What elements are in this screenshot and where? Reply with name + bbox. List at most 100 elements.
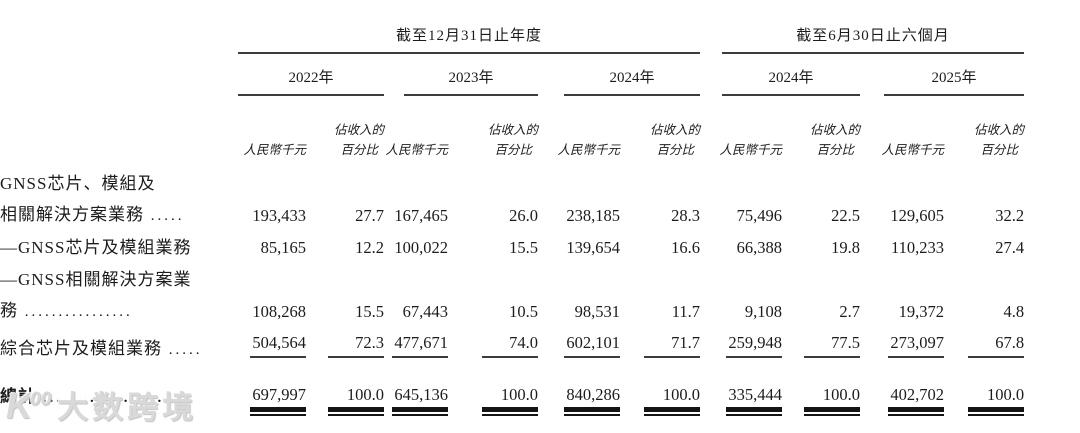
year-header-2022: 2022年 [238, 54, 384, 96]
value-cell: 72.3 [306, 320, 384, 358]
row-label: —GNSS芯片及模組業務 [0, 238, 192, 257]
period-title-interim: 截至6月30日止六個月 [796, 28, 950, 44]
value-cell: 67.8 [944, 320, 1025, 358]
value-cell: 74.0 [448, 320, 538, 358]
watermark-brand-text: 大数跨境 [57, 390, 198, 425]
value-cell: 67,443 [402, 301, 448, 321]
period-rule-interim [722, 52, 1025, 54]
value-cell: 193,433 [252, 205, 306, 225]
value-cell: 110,233 [891, 237, 945, 257]
watermark: K00 大数跨境 [6, 382, 197, 427]
period-header-annual: 截至12月31日止年度 [238, 8, 701, 54]
year-header-2023: 2023年 [384, 54, 538, 96]
watermark-logo-icon: K00 [6, 385, 52, 426]
value-cell: 85,165 [260, 237, 306, 257]
value-cell: 10.5 [509, 301, 538, 321]
unit-header-amount: 人民幣千元 [557, 142, 620, 157]
total-value-cell: 645,136 [384, 358, 448, 420]
dot-leader: ..... [162, 342, 203, 358]
year-header-2025: 2025年 [860, 54, 1025, 96]
total-value-cell: 100.0 [306, 358, 384, 420]
unit-header-pct: 佔收入的 百分比 [810, 123, 861, 157]
value-cell: 26.0 [509, 205, 538, 225]
value-cell: 19,372 [898, 301, 945, 321]
period-header-interim: 截至6月30日止六個月 [700, 8, 1025, 54]
value-cell: 77.5 [782, 320, 861, 358]
year-header-2024: 2024年 [538, 54, 701, 96]
year-rule [238, 94, 384, 96]
corner-spacer [0, 96, 238, 160]
value-cell: 27.4 [995, 237, 1025, 257]
table-row: 務 ................ 108,268 15.5 67,443 1… [0, 288, 1024, 320]
row-label: GNSS芯片、模組及 [0, 174, 156, 193]
dot-leader: ..... [144, 208, 185, 224]
value-cell: 75,496 [736, 205, 783, 225]
value-cell: 12.2 [355, 237, 384, 257]
unit-header-pct: 佔收入的 百分比 [650, 123, 701, 157]
value-cell: 4.8 [1003, 301, 1025, 321]
value-cell: 71.7 [620, 320, 701, 358]
value-cell: 66,388 [736, 237, 783, 257]
total-label: 總計................... [0, 387, 165, 406]
value-cell: 602,101 [538, 320, 620, 358]
revenue-breakdown-table: 截至12月31日止年度 截至6月30日止六個月 2022年 2023年 [0, 8, 1025, 420]
total-value-cell: 100.0 [448, 358, 538, 420]
period-header-row: 截至12月31日止年度 截至6月30日止六個月 [0, 8, 1025, 54]
value-cell: 477,671 [384, 320, 448, 358]
unit-header-pct: 佔收入的 百分比 [333, 123, 384, 157]
total-value-cell: 697,997 [238, 358, 306, 420]
row-label: 相關解決方案業務 ..... [0, 205, 185, 224]
unit-header-amount: 人民幣千元 [719, 142, 783, 157]
unit-header-amount: 人民幣千元 [243, 142, 306, 157]
value-cell: 238,185 [566, 205, 620, 225]
unit-header-row: 人民幣千元 佔收入的 百分比 人民幣千元 佔收入的 百分比 人民幣千元 佔收入的 百分… [0, 96, 1024, 160]
total-value-cell: 335,444 [700, 358, 783, 420]
total-value-cell: 100.0 [782, 358, 861, 420]
value-cell: 9,108 [744, 301, 783, 321]
value-cell: 129,605 [890, 205, 945, 225]
row-label: 綜合芯片及模組業務 ..... [0, 339, 203, 358]
value-cell: 32.2 [995, 205, 1025, 225]
value-cell: 2.7 [839, 301, 861, 321]
value-cell: 27.7 [355, 205, 384, 225]
value-cell: 139,654 [566, 237, 620, 257]
corner-spacer [0, 8, 238, 54]
total-value-cell: 840,286 [538, 358, 620, 420]
value-cell: 273,097 [860, 320, 945, 358]
total-row: 總計................... 697,997 100.0 645,… [0, 358, 1025, 420]
row-label: 務 ................ [0, 301, 133, 320]
dot-leader: ................... [36, 390, 165, 406]
value-cell: 98,531 [574, 301, 620, 321]
unit-header-amount: 人民幣千元 [385, 142, 448, 157]
year-header-2024-interim: 2024年 [700, 54, 861, 96]
table-row: GNSS芯片、模組及 [0, 160, 1024, 192]
year-header-row: 2022年 2023年 2024年 2024年 2025年 [0, 54, 1025, 96]
table-row: —GNSS芯片及模組業務 85,165 12.2 100,022 15.5 13… [0, 224, 1024, 256]
value-cell: 15.5 [355, 301, 384, 321]
row-label: —GNSS相關解決方案業 [0, 270, 192, 289]
total-value-cell: 402,702 [860, 358, 945, 420]
unit-header-amount: 人民幣千元 [881, 142, 945, 157]
year-rule [404, 94, 538, 96]
period-title-annual: 截至12月31日止年度 [396, 28, 543, 44]
value-cell: 15.5 [509, 237, 538, 257]
year-rule [884, 94, 1025, 96]
total-value-cell: 100.0 [944, 358, 1025, 420]
table-row: 綜合芯片及模組業務 ..... 504,564 72.3 477,671 74.… [0, 320, 1025, 358]
total-value-cell: 100.0 [620, 358, 701, 420]
dot-leader: ................ [18, 304, 133, 320]
period-rule-annual [238, 52, 701, 54]
corner-spacer [0, 54, 238, 96]
year-rule [564, 94, 701, 96]
table-row: —GNSS相關解決方案業 [0, 256, 1024, 288]
value-cell: 22.5 [831, 205, 861, 225]
value-cell: 16.6 [671, 237, 701, 257]
value-cell: 259,948 [700, 320, 783, 358]
unit-header-pct: 佔收入的 百分比 [487, 123, 538, 157]
value-cell: 108,268 [252, 301, 306, 321]
table-row: 相關解決方案業務 ..... 193,433 27.7 167,465 26.0… [0, 192, 1024, 224]
value-cell: 504,564 [238, 320, 306, 358]
value-cell: 11.7 [671, 301, 701, 321]
value-cell: 100,022 [394, 237, 448, 257]
